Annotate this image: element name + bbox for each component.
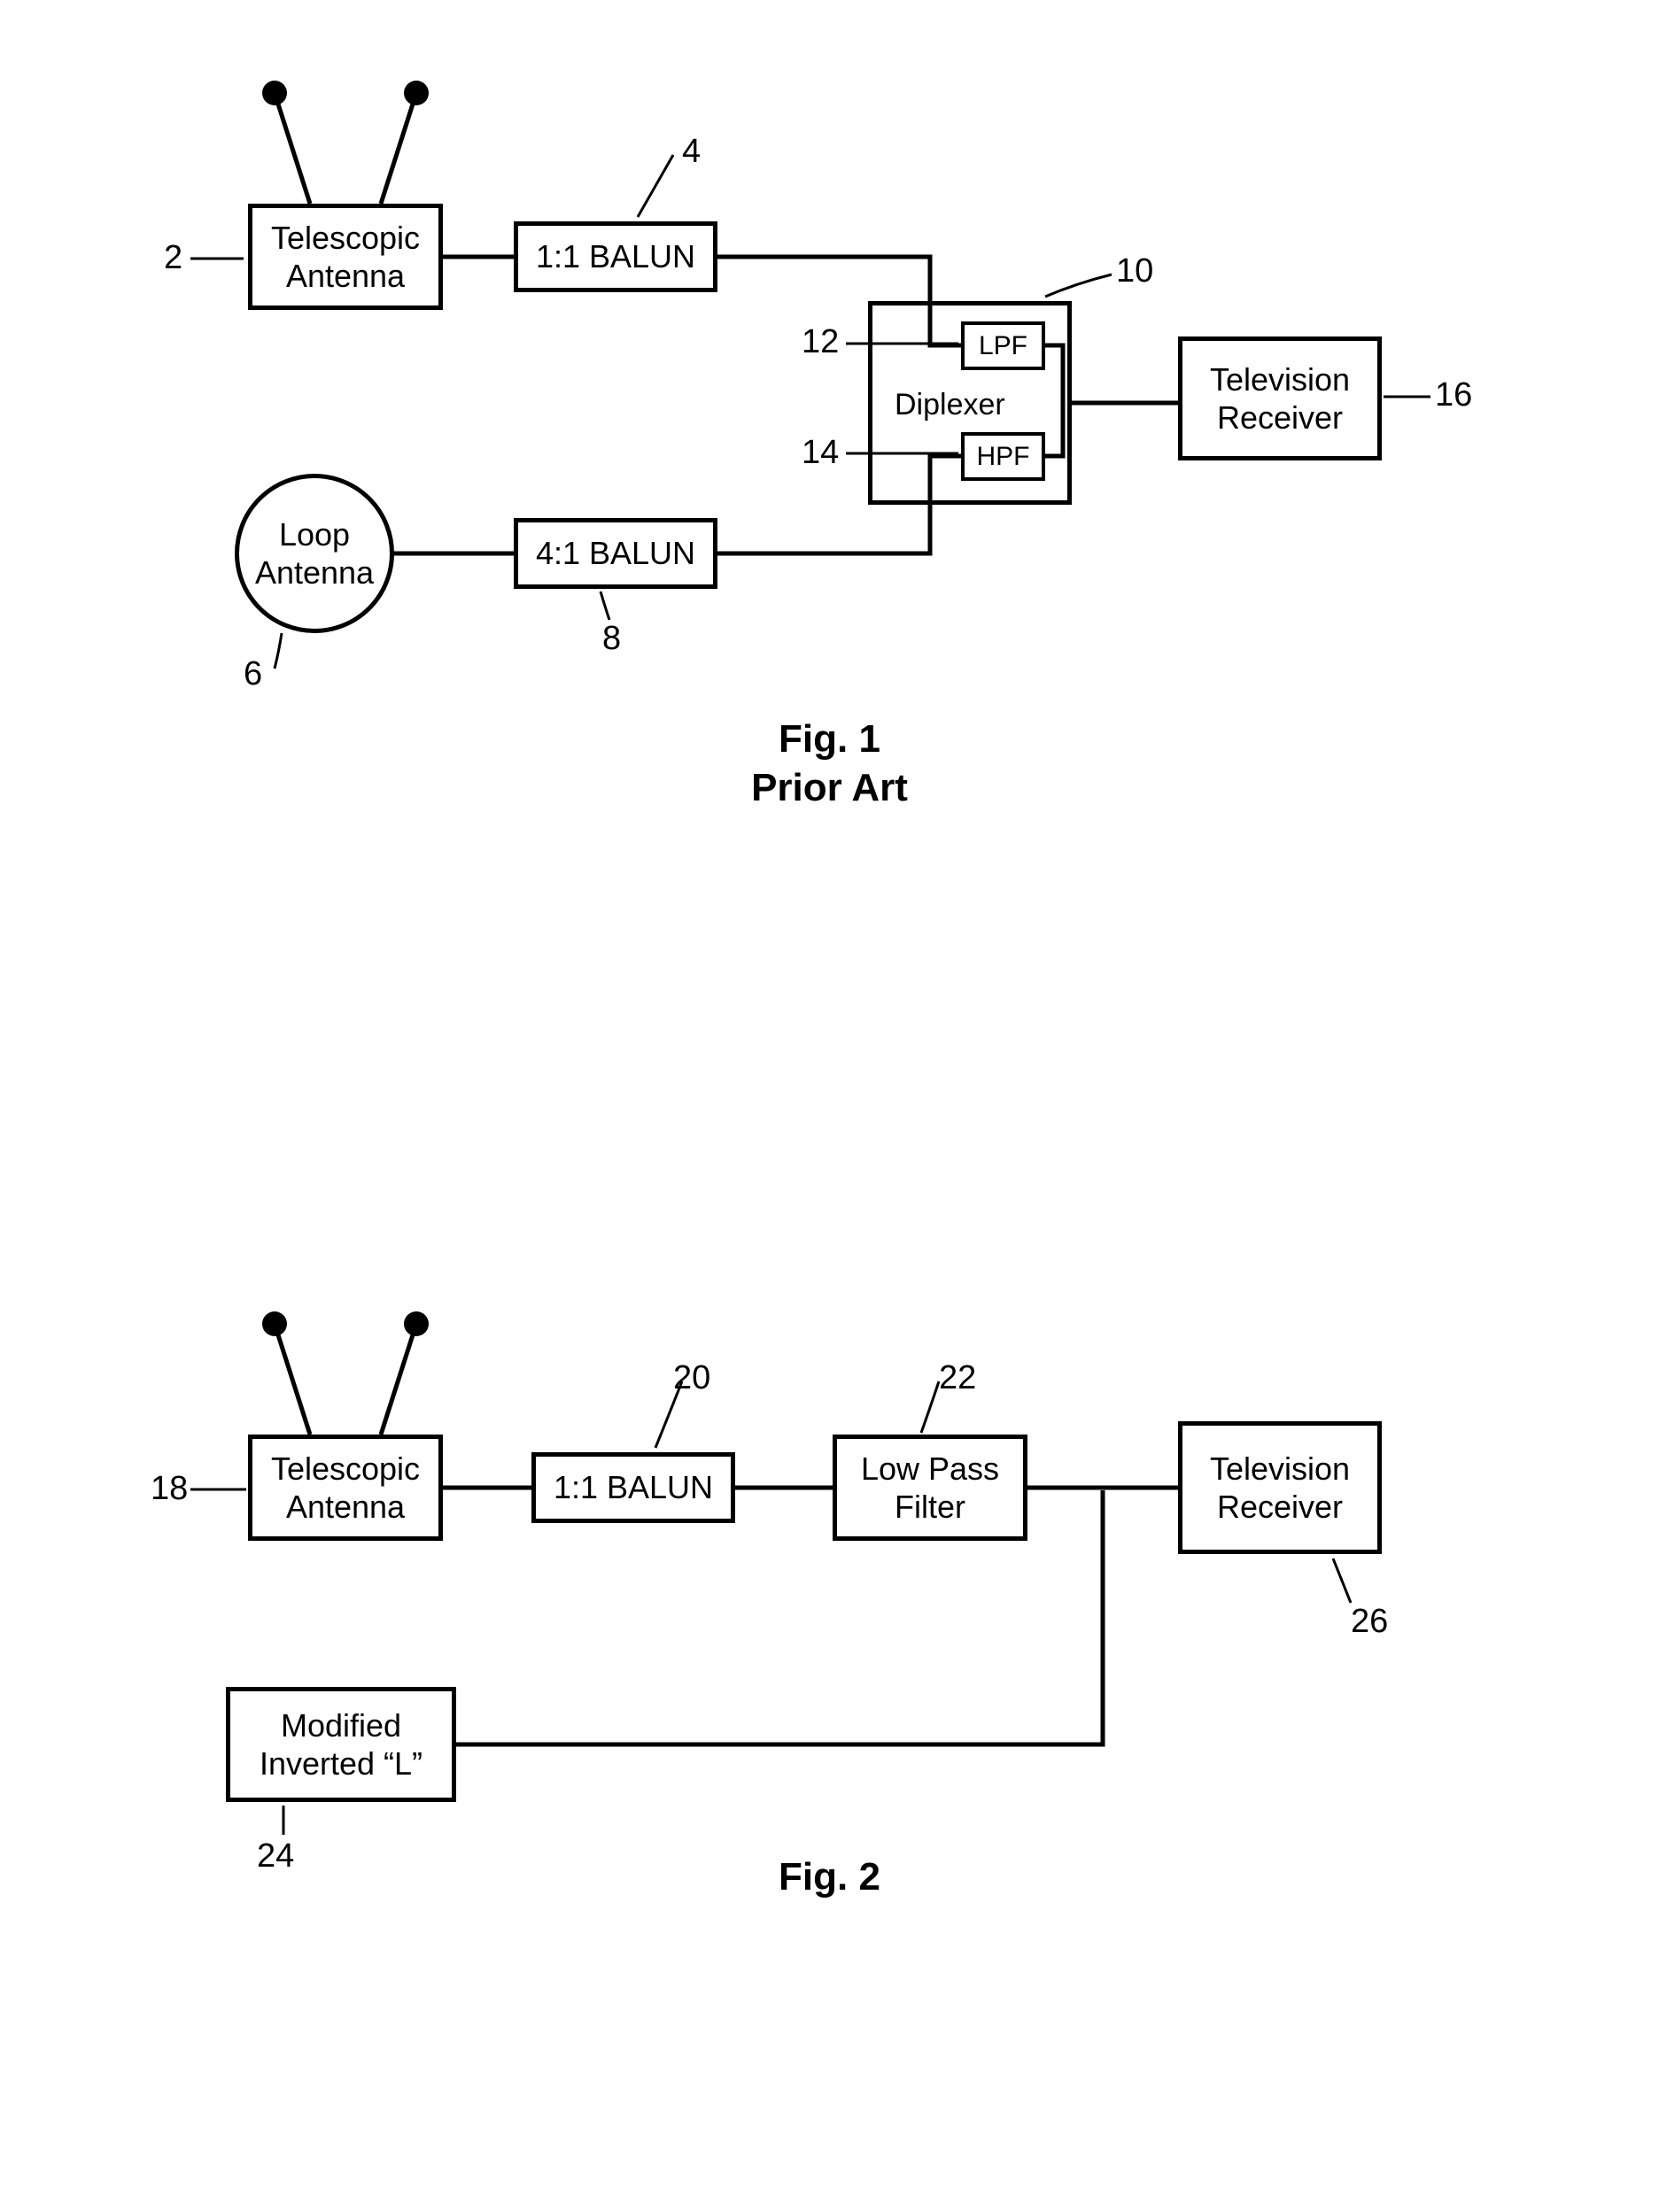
fig1-balun41-box: 4:1 BALUN [514, 518, 717, 589]
fig2-ref-26: 26 [1351, 1603, 1388, 1641]
fig1-telescopic-antenna-box: TelescopicAntenna [248, 204, 443, 310]
fig1-balun11-box: 1:1 BALUN [514, 221, 717, 292]
fig1-tv-box: TelevisionReceiver [1178, 336, 1382, 460]
fig1-hpf-box: HPF [961, 432, 1045, 481]
fig2-ref-22: 22 [939, 1359, 976, 1397]
fig1-loop-label: LoopAntenna [255, 515, 374, 592]
fig1-caption-2: Prior Art [0, 766, 1659, 810]
fig1-balun11-label: 1:1 BALUN [536, 237, 695, 275]
fig1-ref-8: 8 [602, 620, 621, 658]
fig1-ref-2: 2 [164, 239, 182, 277]
fig1-hpf-label: HPF [977, 441, 1030, 473]
fig1-tv-label: TelevisionReceiver [1210, 360, 1350, 437]
fig1-lpf-box: LPF [961, 321, 1045, 370]
fig2-modL-box: ModifiedInverted “L” [226, 1687, 456, 1802]
fig1-ref-6: 6 [244, 655, 262, 693]
fig1-ref-16: 16 [1435, 376, 1472, 414]
fig1-caption-1: Fig. 1 [0, 717, 1659, 762]
fig2-lpf-box: Low PassFilter [833, 1435, 1027, 1541]
fig2-lpf-label: Low PassFilter [861, 1450, 999, 1526]
fig2-modL-label: ModifiedInverted “L” [260, 1706, 423, 1783]
fig2-telescopic-antenna-box: TelescopicAntenna [248, 1435, 443, 1541]
fig1-loop-antenna: LoopAntenna [235, 474, 394, 633]
fig2-tv-label: TelevisionReceiver [1210, 1450, 1350, 1526]
fig1-balun41-label: 4:1 BALUN [536, 534, 695, 572]
fig1-ref-10: 10 [1116, 252, 1153, 290]
fig2-ref-20: 20 [673, 1359, 710, 1397]
fig2-tv-box: TelevisionReceiver [1178, 1421, 1382, 1554]
fig2-balun11-box: 1:1 BALUN [531, 1452, 735, 1523]
fig1-ref-14: 14 [802, 434, 839, 472]
fig1-diplexer-label: Diplexer [895, 388, 1005, 422]
fig2-telescopic-label: TelescopicAntenna [271, 1450, 420, 1526]
fig1-lpf-label: LPF [979, 330, 1027, 362]
fig2-balun11-label: 1:1 BALUN [554, 1468, 713, 1506]
page: TelescopicAntenna 1:1 BALUN Diplexer LPF… [0, 0, 1659, 2212]
fig2-caption: Fig. 2 [0, 1855, 1659, 1899]
fig1-telescopic-label: TelescopicAntenna [271, 219, 420, 295]
fig1-ref-12: 12 [802, 323, 839, 361]
fig1-ref-4: 4 [682, 133, 701, 171]
fig2-ref-18: 18 [151, 1470, 188, 1508]
